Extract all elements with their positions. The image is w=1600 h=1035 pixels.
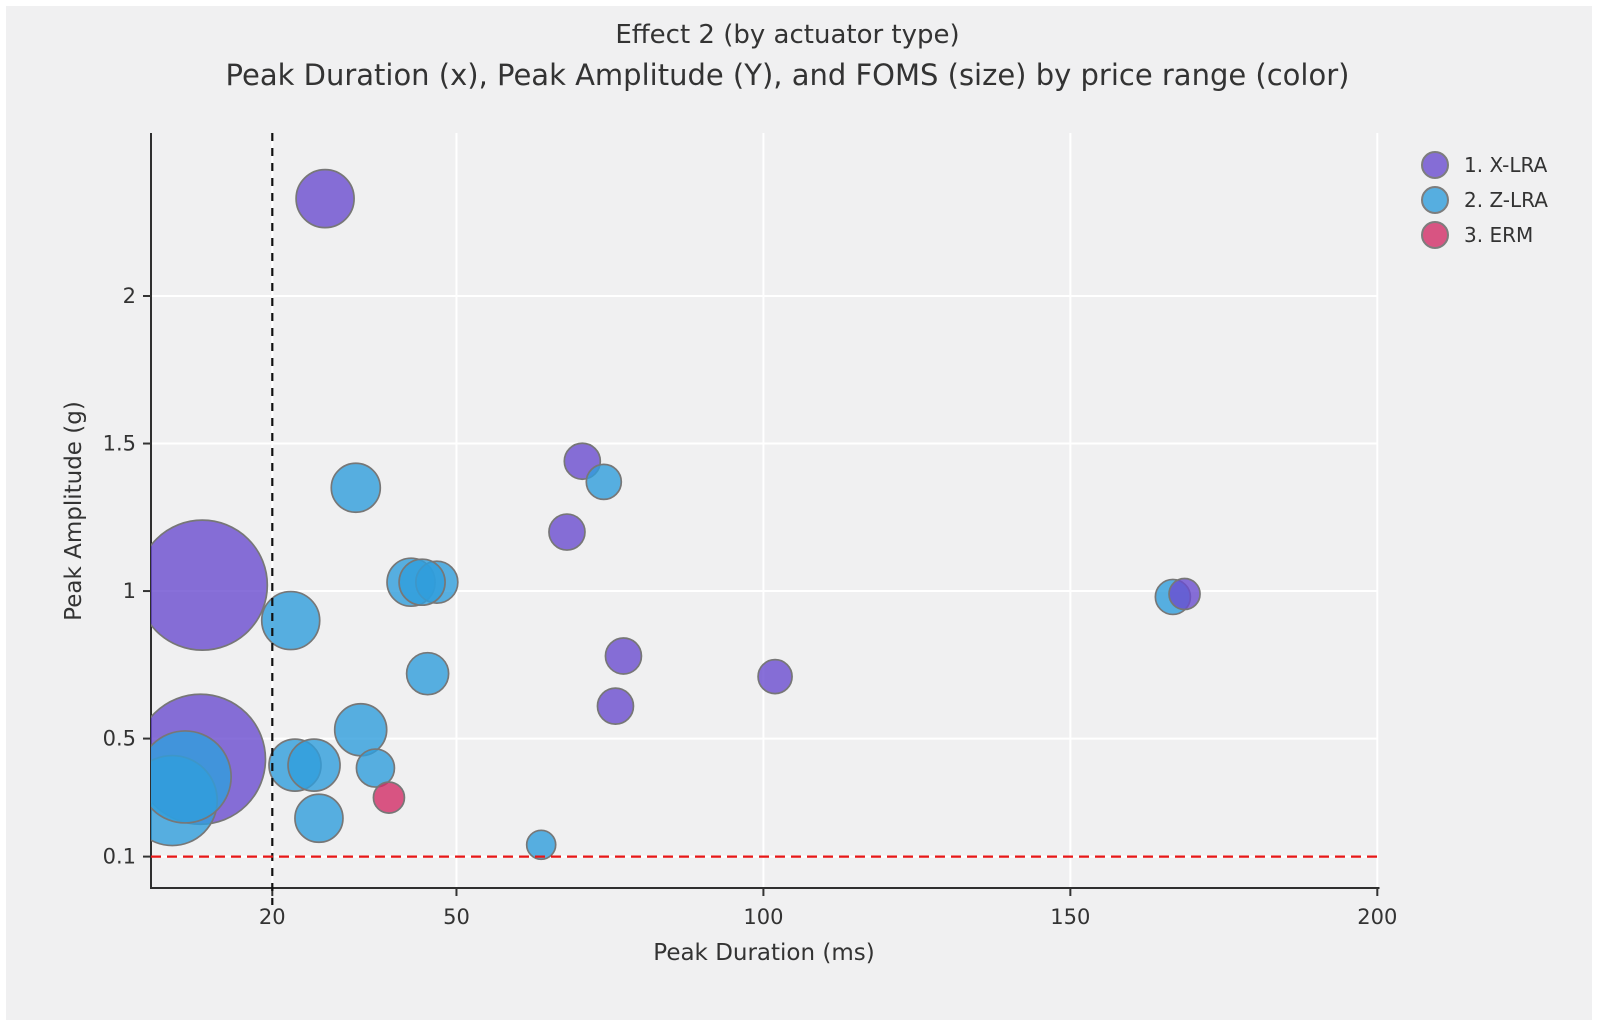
x-tick-label: 100 bbox=[743, 905, 783, 929]
bubble-xlra[interactable] bbox=[757, 658, 793, 695]
bubble-xlra[interactable] bbox=[295, 168, 355, 229]
x-tick-label: 200 bbox=[1357, 905, 1397, 929]
figure-background bbox=[6, 6, 1592, 1020]
bubble-zlra[interactable] bbox=[139, 730, 232, 824]
bubble-zlra[interactable] bbox=[260, 590, 321, 651]
chart-title: Effect 2 (by actuator type) bbox=[615, 20, 960, 50]
y-tick-label: 2 bbox=[123, 284, 136, 308]
bubble-zlra[interactable] bbox=[585, 463, 623, 501]
y-tick-label: 1 bbox=[123, 579, 136, 603]
legend-item-zlra[interactable]: 2. Z-LRA bbox=[1421, 182, 1548, 217]
bubble-zlra[interactable] bbox=[525, 829, 557, 861]
legend-label-zlra: 2. Z-LRA bbox=[1464, 187, 1548, 212]
bubble-zlra[interactable] bbox=[287, 738, 341, 792]
x-tick-label: 150 bbox=[1050, 905, 1090, 929]
legend-label-erm: 3. ERM bbox=[1464, 222, 1534, 247]
bubble-zlra[interactable] bbox=[333, 702, 388, 757]
y-tick-label: 0.1 bbox=[103, 845, 136, 869]
bubble-zlra[interactable] bbox=[405, 651, 450, 696]
y-tick-label: 0.5 bbox=[103, 727, 136, 751]
bubble-xlra[interactable] bbox=[1168, 577, 1201, 611]
bubble-erm[interactable] bbox=[372, 781, 406, 814]
x-axis-title: Peak Duration (ms) bbox=[653, 940, 875, 966]
legend-swatch-xlra bbox=[1421, 150, 1449, 179]
legend-swatch-erm bbox=[1421, 220, 1449, 249]
legend-item-xlra[interactable]: 1. X-LRA bbox=[1421, 147, 1548, 182]
bubble-zlra[interactable] bbox=[294, 793, 344, 844]
x-tick-label: 20 bbox=[259, 905, 286, 929]
bubble-xlra[interactable] bbox=[137, 519, 269, 651]
bubble-xlra[interactable] bbox=[596, 687, 635, 725]
legend-item-erm[interactable]: 3. ERM bbox=[1421, 217, 1548, 252]
bubble-zlra[interactable] bbox=[398, 558, 446, 607]
bubble-zlra[interactable] bbox=[355, 748, 396, 788]
y-tick-label: 1.5 bbox=[103, 432, 136, 456]
bubble-layer bbox=[137, 168, 1201, 861]
y-axis-title: Peak Amplitude (g) bbox=[61, 401, 87, 621]
bubble-xlra[interactable] bbox=[548, 513, 586, 551]
legend-swatch-zlra bbox=[1421, 185, 1449, 214]
legend-label-xlra: 1. X-LRA bbox=[1464, 152, 1548, 177]
chart-subtitle: Peak Duration (x), Peak Amplitude (Y), a… bbox=[225, 58, 1350, 92]
x-tick-label: 50 bbox=[443, 905, 470, 929]
bubble-xlra[interactable] bbox=[604, 637, 643, 675]
legend: 1. X-LRA 2. Z-LRA 3. ERM bbox=[1421, 147, 1548, 252]
bubble-zlra[interactable] bbox=[330, 462, 382, 514]
